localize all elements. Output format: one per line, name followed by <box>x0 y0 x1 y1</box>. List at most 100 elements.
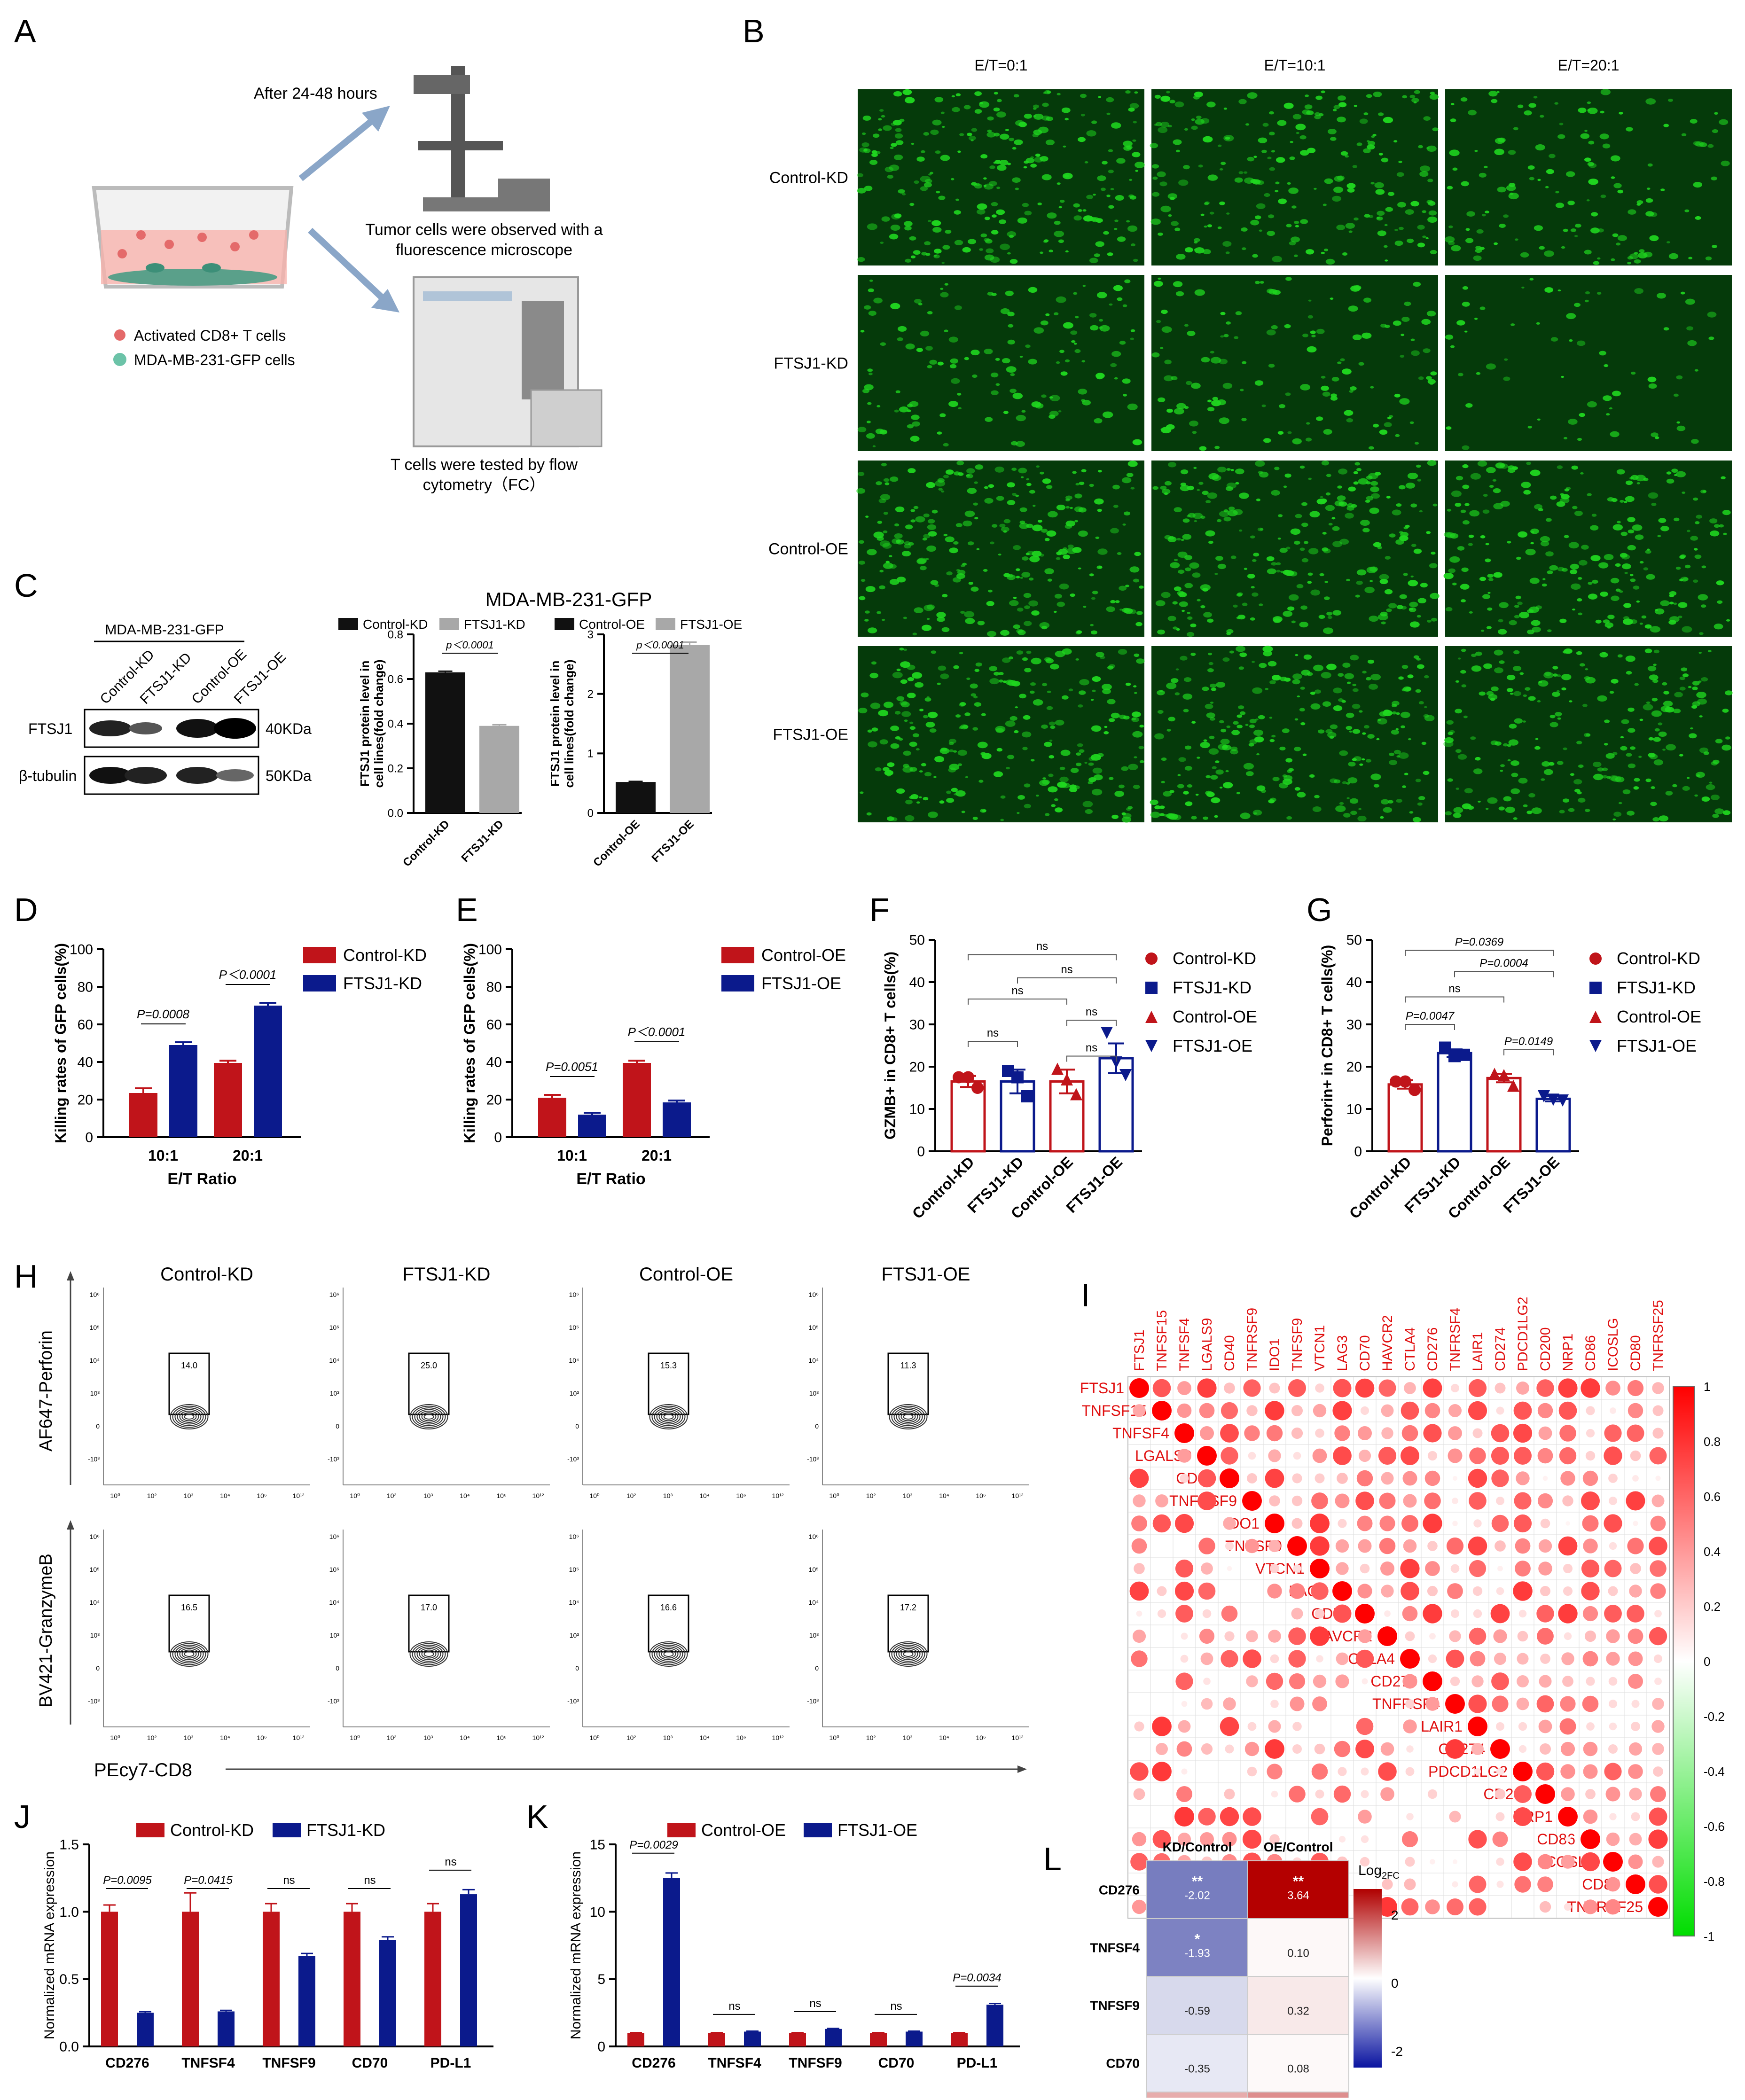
i-corr-dot <box>1423 1378 1442 1398</box>
flow-contour <box>170 1641 209 1667</box>
gfp-cell <box>1400 711 1410 718</box>
gfp-cell <box>1525 548 1536 555</box>
i-corr-dot <box>1540 1518 1550 1529</box>
gfp-cell <box>1059 200 1065 203</box>
flow-ytick: 10⁶ <box>90 1291 100 1298</box>
gfp-cell <box>1028 359 1037 365</box>
gfp-cell <box>953 750 957 753</box>
gfp-cell <box>1626 671 1632 675</box>
G-point <box>1390 1075 1402 1088</box>
gfp-cell <box>1176 403 1186 409</box>
gfp-cell <box>1645 550 1651 554</box>
gfp-cell <box>1206 792 1215 797</box>
gfp-cell <box>1525 687 1531 691</box>
i-corr-dot <box>1290 1696 1305 1711</box>
gfp-cell <box>1045 813 1050 816</box>
gfp-cell <box>1538 680 1549 687</box>
gfp-cell <box>1107 665 1114 670</box>
gfp-cell <box>1233 721 1239 725</box>
gfp-cell <box>1404 773 1409 775</box>
gfp-cell <box>1034 156 1044 163</box>
i-corr-dot <box>1270 1654 1279 1663</box>
gfp-cell <box>1587 108 1598 114</box>
gfp-cell <box>1461 567 1469 572</box>
fluor-image-r1c0 <box>857 275 1144 451</box>
gfp-cell <box>1326 474 1331 477</box>
J-xtick-1: TNFSF4 <box>181 2055 235 2071</box>
gfp-cell <box>902 766 913 773</box>
gfp-cell <box>880 342 886 346</box>
gfp-cell <box>1362 528 1370 532</box>
gfp-cell <box>1066 547 1077 554</box>
gfp-cell <box>1097 508 1102 512</box>
gfp-cell <box>1003 573 1010 578</box>
i-corr-dot <box>1311 1808 1329 1826</box>
gfp-cell <box>1389 760 1397 765</box>
gfp-cell <box>1005 290 1014 296</box>
flow-xtick: 10⁶ <box>976 1492 986 1499</box>
gfp-cell <box>1663 327 1669 331</box>
l-row-label-1: TNFSF4 <box>1090 1941 1140 1955</box>
gfp-cell <box>906 97 910 100</box>
gfp-cell <box>1091 725 1102 732</box>
i-corr-dot <box>1536 1762 1555 1781</box>
gfp-cell <box>1542 578 1546 580</box>
gfp-cell <box>1065 506 1070 509</box>
gfp-cell <box>1339 802 1344 805</box>
gfp-cell <box>1419 171 1429 177</box>
gfp-cell <box>1552 673 1558 677</box>
gfp-cell <box>1686 777 1690 779</box>
i-corr-dot <box>1448 1448 1463 1463</box>
gfp-cell <box>1299 622 1308 628</box>
gfp-cell <box>1557 674 1561 677</box>
gfp-cell <box>1300 150 1309 156</box>
gfp-cell <box>1418 701 1424 704</box>
gfp-cell <box>994 160 1002 164</box>
K-bar-0-1 <box>708 2033 725 2046</box>
C1-legend-swatch-0 <box>338 618 358 630</box>
b-col-label-2: E/T=20:1 <box>1558 57 1620 74</box>
gfp-cell <box>1029 555 1040 562</box>
i-col-gene-6: IDO1 <box>1267 1338 1283 1371</box>
gfp-cell <box>1304 541 1308 544</box>
gfp-cell <box>1475 651 1482 656</box>
i-corr-dot <box>1198 1582 1216 1600</box>
i-corr-dot <box>1605 1787 1620 1802</box>
gfp-cell <box>1235 482 1239 485</box>
gfp-cell <box>1102 688 1111 695</box>
F-point <box>971 1082 984 1094</box>
i-corr-dot <box>1517 1653 1529 1665</box>
gfp-cell <box>993 771 1003 777</box>
gfp-cell <box>1549 762 1555 766</box>
i-corr-dot <box>1378 1446 1397 1465</box>
i-corr-dot <box>1632 1475 1639 1482</box>
gfp-cell <box>1275 157 1285 163</box>
gfp-cell <box>1029 690 1035 694</box>
gfp-cell <box>879 429 884 433</box>
i-corr-dot <box>1628 1742 1643 1756</box>
J-bar-1-1 <box>218 2011 235 2046</box>
gfp-cell <box>1714 112 1718 115</box>
E-legend-swatch-0 <box>721 947 754 963</box>
gfp-cell <box>1042 777 1047 780</box>
flow-contour <box>651 1643 686 1665</box>
gfp-cell <box>970 139 974 141</box>
gfp-cell <box>1461 648 1466 652</box>
i-corr-dot <box>1652 1428 1664 1439</box>
gfp-cell <box>1166 408 1173 413</box>
gfp-cell <box>977 209 986 215</box>
gfp-cell <box>968 541 974 546</box>
gfp-cell <box>929 728 937 733</box>
gfp-cell <box>1345 223 1355 229</box>
gfp-cell <box>1290 528 1301 535</box>
gfp-cell <box>1646 701 1651 704</box>
gfp-cell <box>945 229 952 234</box>
gfp-cell <box>1244 177 1254 184</box>
gfp-cell <box>1175 668 1179 671</box>
gfp-cell <box>1110 188 1114 190</box>
gfp-cell <box>1049 250 1053 253</box>
gfp-cell <box>1327 129 1337 134</box>
gfp-cell <box>1164 375 1174 382</box>
i-corr-dot <box>1221 1447 1238 1465</box>
gfp-cell <box>1344 673 1354 679</box>
